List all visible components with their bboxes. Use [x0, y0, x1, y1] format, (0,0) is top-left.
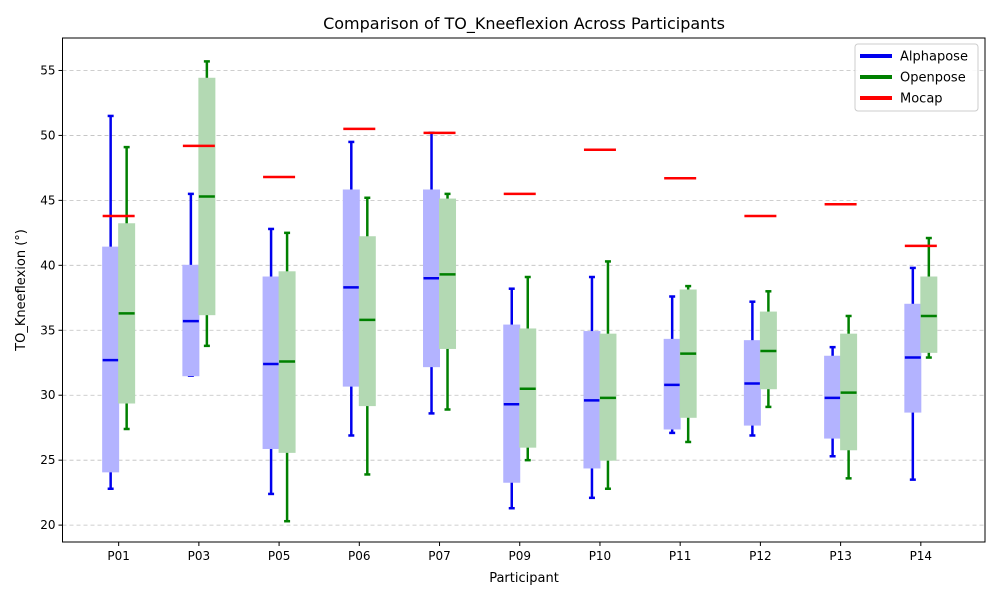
y-tick-label: 25 [40, 453, 55, 467]
x-tick-label: P10 [589, 549, 612, 563]
box-alphapose-P05 [262, 227, 280, 496]
box-openpose-P06 [358, 196, 376, 476]
x-tick-label: P05 [268, 549, 291, 563]
x-tick-label: P06 [348, 549, 371, 563]
y-tick-label: 55 [40, 63, 55, 77]
box-openpose-P11 [679, 284, 697, 444]
box-openpose-P14 [920, 236, 938, 359]
x-tick-label: P03 [188, 549, 211, 563]
y-tick-label: 50 [40, 128, 55, 142]
x-tick-label: P12 [749, 549, 772, 563]
chart-title: Comparison of TO_Kneeflexion Across Part… [323, 14, 725, 34]
plot-frame [62, 37, 986, 543]
x-tick-label: P11 [669, 549, 692, 563]
iqr-box [358, 236, 376, 407]
x-tick-label: P07 [428, 549, 451, 563]
legend: Alphapose Openpose Mocap [854, 43, 979, 112]
x-tick-label: P01 [107, 549, 130, 563]
iqr-box [920, 276, 938, 353]
legend-label-alphapose: Alphapose [900, 50, 968, 65]
y-tick-label: 35 [40, 323, 55, 337]
y-tick-label: 40 [40, 258, 55, 272]
box-openpose-P01 [118, 145, 136, 431]
y-tick-label: 20 [40, 518, 55, 532]
box-openpose-P09 [519, 275, 537, 462]
x-tick-label: P14 [910, 549, 933, 563]
box-alphapose-P10 [583, 275, 601, 500]
box-openpose-P13 [840, 314, 858, 480]
y-tick-label: 45 [40, 193, 55, 207]
x-axis-ticks: P01 P03 P05 P06 P07 P09 P10 P11 P12 P13 P14 [107, 542, 932, 563]
box-series [102, 60, 938, 523]
box-alphapose-P03 [182, 192, 200, 377]
box-openpose-P05 [278, 231, 296, 523]
box-openpose-P10 [599, 260, 617, 490]
box-alphapose-P14 [904, 266, 922, 481]
box-alphapose-P06 [342, 140, 360, 437]
x-tick-label: P09 [508, 549, 531, 563]
box-openpose-P07 [439, 192, 457, 411]
y-tick-label: 30 [40, 388, 55, 402]
box-alphapose-P12 [743, 300, 761, 437]
box-openpose-P12 [759, 290, 777, 409]
y-axis-ticks: 20 25 30 35 40 45 50 55 [40, 63, 63, 532]
y-axis-label: TO_Kneeflexion (°) [14, 229, 29, 352]
x-axis-label: Participant [489, 571, 559, 586]
box-openpose-P03 [198, 60, 216, 348]
legend-label-openpose: Openpose [900, 71, 966, 86]
x-tick-label: P13 [829, 549, 852, 563]
legend-label-mocap: Mocap [900, 92, 943, 107]
legend-box [854, 43, 979, 112]
mocap-series [102, 127, 937, 248]
iqr-box [262, 276, 280, 449]
